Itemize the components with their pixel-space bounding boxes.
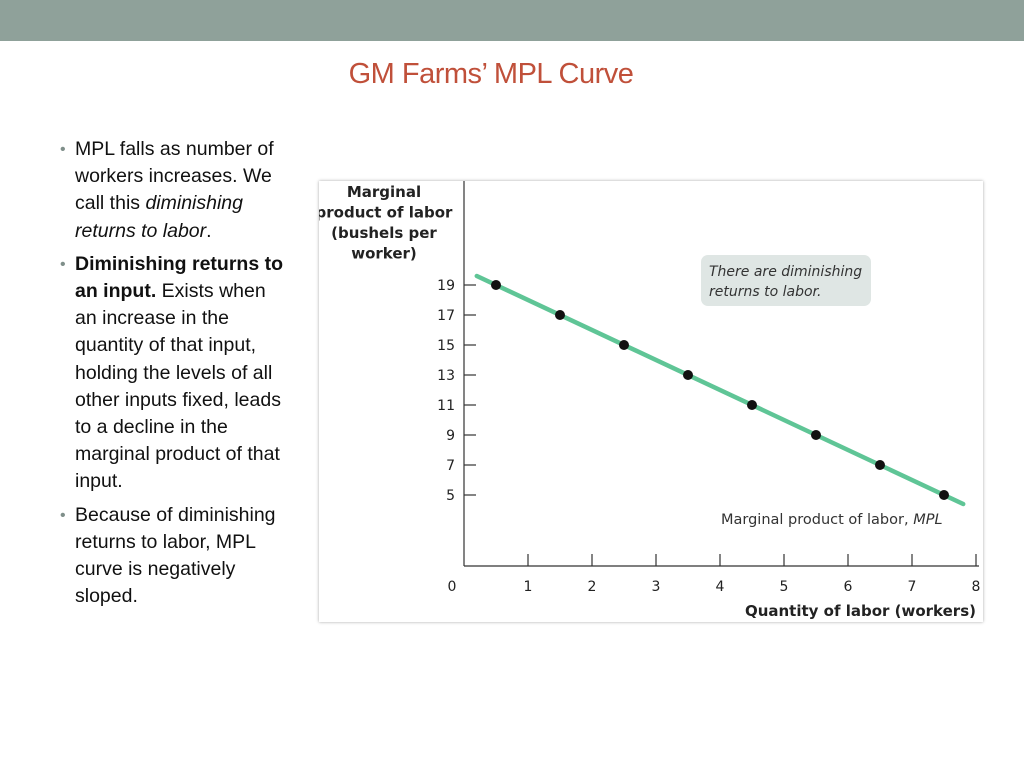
bullet-item: • MPL falls as number of workers increase… [58, 136, 290, 245]
annotation-text: There are diminishing [709, 264, 862, 280]
mpl-chart: Marginal product of labor (bushels per work… [319, 181, 981, 620]
x-axis-label: Quantity of labor (workers) [745, 602, 976, 620]
x-tick-label: 5 [780, 579, 789, 595]
x-tick-label: 4 [716, 579, 725, 595]
y-tick-label: 13 [437, 368, 455, 384]
bullet-item: • Diminishing returns to an input. Exists… [58, 251, 290, 496]
series-label-text: Marginal product of labor, [721, 512, 913, 528]
chart-panel: Marginal product of labor (bushels per work… [319, 181, 983, 622]
mpl-data-point [683, 370, 693, 380]
y-axis-label-line: Marginal [347, 183, 421, 201]
bullet-text: MPL falls as number of workers increases… [75, 138, 274, 215]
y-axis-label-line: (bushels per [331, 224, 437, 242]
y-tick-label: 15 [437, 338, 455, 354]
x-tick-label: 2 [588, 579, 597, 595]
y-tick-label: 17 [437, 308, 455, 324]
bullet-text: Diminishing returns to an input. [75, 252, 284, 303]
series-label: Marginal product of labor, MPL [721, 512, 943, 528]
mpl-curve-line [474, 273, 966, 507]
x-tick-label: 7 [908, 579, 917, 595]
mpl-data-point [491, 280, 501, 290]
x-tick-label: 6 [844, 579, 853, 595]
bullet-dot: • [60, 255, 66, 273]
bullet-list: • MPL falls as number of workers increase… [58, 136, 290, 616]
bullet-text: . [206, 219, 212, 242]
y-tick-label: 5 [446, 488, 455, 504]
top-bar [0, 0, 1024, 41]
y-tick-label: 9 [446, 428, 455, 444]
y-axis-label-line: worker) [351, 245, 417, 263]
slide-title: GM Farms’ MPL Curve [348, 58, 634, 90]
y-axis-label-line: product of labor [319, 204, 453, 222]
bullet-dot: • [60, 141, 66, 158]
mpl-data-point [811, 430, 821, 440]
x-tick-label: 8 [972, 579, 981, 595]
x-tick-label: 1 [524, 579, 533, 595]
annotation-text: returns to labor. [709, 284, 821, 300]
x-tick-label: 3 [652, 579, 661, 595]
x-tick-label: 0 [448, 579, 457, 595]
y-tick-label: 11 [437, 398, 455, 414]
mpl-data-point [619, 340, 629, 350]
bullet-text: Because of diminishing returns to labor,… [75, 503, 276, 608]
bullet-text: diminishing returns to labor [75, 192, 244, 242]
bullet-dot: • [60, 506, 66, 524]
annotation-box [701, 255, 871, 306]
y-tick-label: 19 [437, 278, 455, 294]
y-tick-label: 7 [446, 458, 455, 474]
mpl-data-point [747, 400, 757, 410]
series-label-italic: MPL [913, 512, 942, 528]
mpl-data-point [939, 490, 949, 500]
mpl-data-point [875, 460, 885, 470]
bullet-text: Exists when an increase in the quantity … [75, 280, 281, 493]
bullet-item: • Because of diminishing returns to labor… [58, 502, 290, 611]
mpl-data-point [555, 310, 565, 320]
